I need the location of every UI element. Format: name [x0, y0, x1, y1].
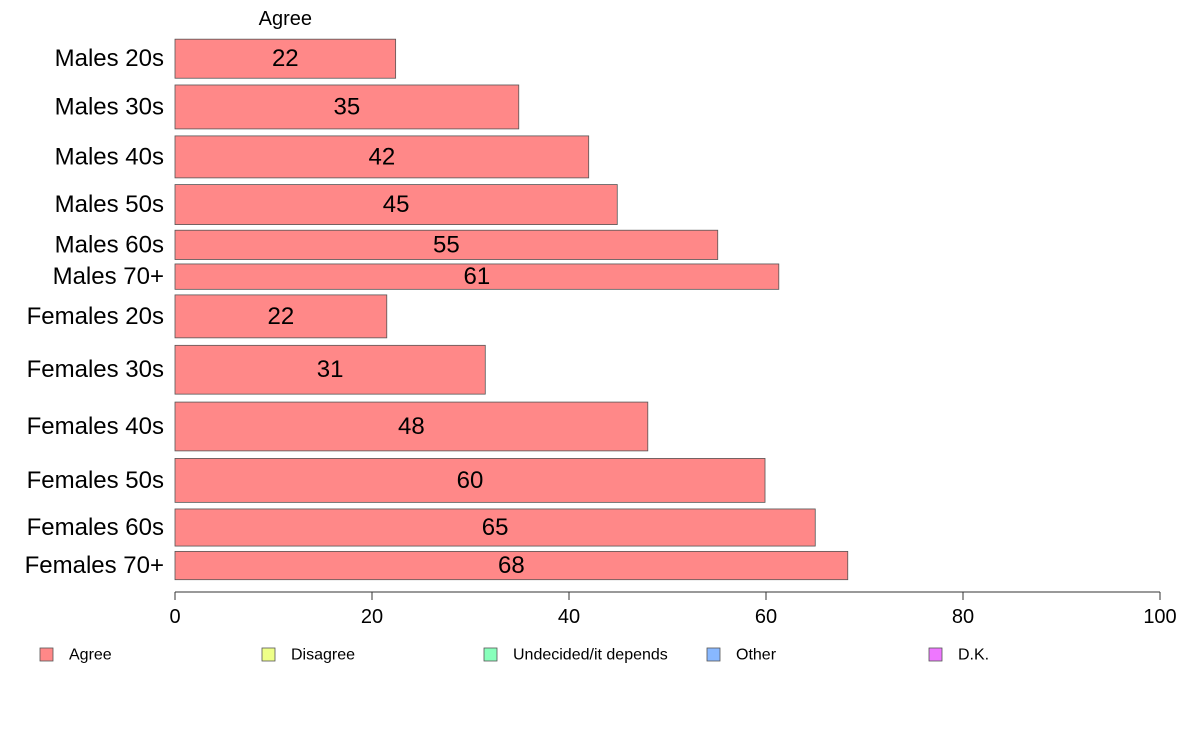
category-label: Males 50s — [55, 191, 164, 218]
category-label: Females 40s — [27, 413, 164, 440]
bar-value-label: 35 — [334, 93, 361, 120]
legend-swatch — [928, 647, 943, 662]
x-tick-label: 0 — [169, 606, 180, 628]
bar — [174, 38, 397, 79]
bar — [174, 458, 766, 503]
legend-swatch — [39, 647, 54, 662]
bar — [174, 508, 816, 547]
bar — [174, 263, 780, 290]
bar-value-label: 65 — [482, 514, 509, 541]
bar — [174, 84, 520, 130]
x-tick-label: 100 — [1143, 606, 1176, 628]
bar — [174, 550, 849, 581]
category-label: Females 60s — [27, 514, 164, 541]
legend-swatch — [483, 647, 498, 662]
category-label: Males 70+ — [53, 263, 164, 290]
category-label: Males 60s — [55, 231, 164, 258]
category-label: Males 40s — [55, 143, 164, 170]
category-label: Males 20s — [55, 45, 164, 72]
category-label: Females 30s — [27, 356, 164, 383]
bar-value-label: 42 — [368, 143, 395, 170]
legend-label: Agree — [69, 647, 112, 664]
category-label: Females 70+ — [25, 552, 164, 579]
legend-label: Other — [736, 647, 777, 664]
bar-value-label: 22 — [268, 303, 295, 330]
segment-header-label: Agree — [259, 8, 312, 30]
bar-value-label: 55 — [433, 231, 460, 258]
bar — [174, 229, 719, 260]
bar-value-label: 61 — [464, 263, 491, 290]
x-tick-label: 60 — [755, 606, 777, 628]
legend-label: Disagree — [291, 647, 355, 664]
bar-value-label: 68 — [498, 552, 525, 579]
bar-value-label: 31 — [317, 356, 344, 383]
category-label: Females 50s — [27, 467, 164, 494]
x-tick-label: 40 — [558, 606, 580, 628]
bar-value-label: 45 — [383, 191, 410, 218]
bar-value-label: 48 — [398, 413, 425, 440]
legend-label: D.K. — [958, 647, 989, 664]
bar — [174, 184, 618, 225]
category-label: Females 20s — [27, 303, 164, 330]
bar — [174, 344, 486, 395]
bar — [174, 294, 388, 339]
legend-swatch — [706, 647, 721, 662]
x-tick-label: 80 — [952, 606, 974, 628]
bar-value-label: 22 — [272, 45, 299, 72]
category-label: Males 30s — [55, 93, 164, 120]
bar — [174, 135, 590, 179]
legend-swatch — [261, 647, 276, 662]
bar — [174, 401, 649, 452]
bar-value-label: 60 — [457, 467, 484, 494]
legend-label: Undecided/it depends — [513, 647, 668, 664]
x-tick-label: 20 — [361, 606, 383, 628]
